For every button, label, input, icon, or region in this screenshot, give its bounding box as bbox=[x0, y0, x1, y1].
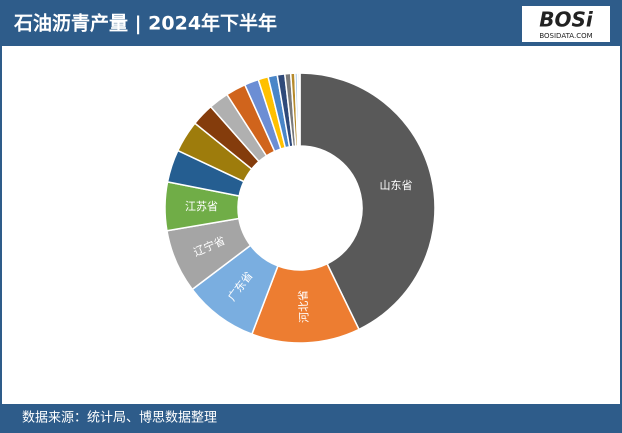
logo: BOSi bbox=[539, 8, 594, 32]
title-bar bbox=[0, 0, 622, 46]
segment-label: 山东省 bbox=[379, 179, 412, 192]
chart-title: 石油沥青产量 | 2024年下半年 bbox=[13, 12, 277, 35]
donut-segment bbox=[299, 72, 436, 331]
donut-segment bbox=[298, 72, 301, 147]
source: 数据来源：统计局、博思数据整理 bbox=[22, 411, 217, 426]
segment-label: 江苏省 bbox=[185, 200, 218, 213]
logo-subtext: BOSIDATA.COM bbox=[539, 32, 592, 40]
segment-label: 河北省 bbox=[297, 290, 311, 324]
footer-bar bbox=[0, 404, 622, 433]
logo-box bbox=[522, 6, 610, 42]
